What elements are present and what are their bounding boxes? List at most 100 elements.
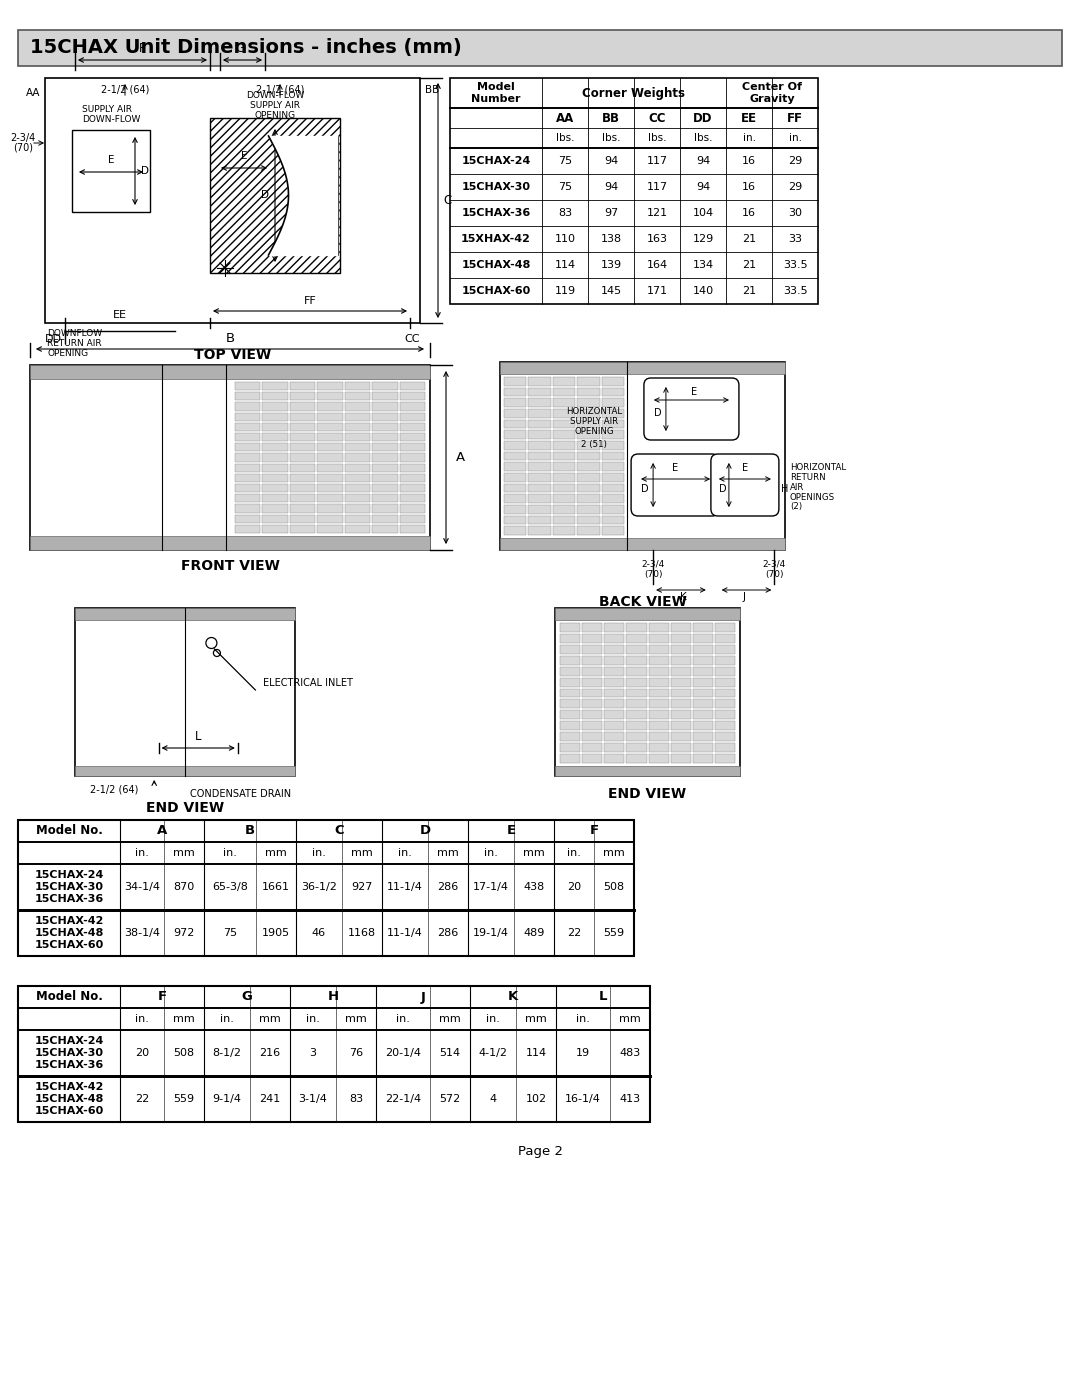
Text: 21: 21 bbox=[742, 235, 756, 244]
Text: CC: CC bbox=[648, 112, 665, 124]
Text: SUPPLY AIR: SUPPLY AIR bbox=[82, 106, 132, 115]
Bar bbox=[561, 754, 580, 763]
Text: D: D bbox=[642, 483, 649, 495]
Bar bbox=[318, 423, 342, 432]
Bar bbox=[373, 443, 397, 451]
Text: 4-1/2: 4-1/2 bbox=[478, 1048, 508, 1058]
Text: F: F bbox=[590, 824, 598, 837]
Text: mm: mm bbox=[603, 848, 625, 858]
Bar bbox=[626, 721, 647, 731]
Text: 29: 29 bbox=[788, 182, 802, 191]
Bar bbox=[318, 495, 342, 503]
Text: 75: 75 bbox=[558, 182, 572, 191]
Bar bbox=[626, 711, 647, 719]
Text: 483: 483 bbox=[619, 1048, 640, 1058]
Bar bbox=[18, 29, 1062, 66]
Text: 97: 97 bbox=[604, 208, 618, 218]
Bar bbox=[400, 474, 426, 482]
Bar bbox=[30, 536, 430, 550]
Bar bbox=[373, 504, 397, 513]
Bar bbox=[553, 462, 576, 471]
Text: DD: DD bbox=[693, 112, 713, 124]
Bar bbox=[602, 387, 624, 397]
Bar bbox=[692, 623, 713, 631]
Bar bbox=[602, 527, 624, 535]
Bar bbox=[604, 678, 624, 686]
Bar bbox=[528, 504, 551, 514]
Text: DOWN-FLOW: DOWN-FLOW bbox=[82, 116, 140, 124]
Text: 514: 514 bbox=[440, 1048, 460, 1058]
Bar bbox=[671, 623, 691, 631]
Text: 438: 438 bbox=[524, 882, 544, 893]
Bar bbox=[715, 678, 735, 686]
Text: 16: 16 bbox=[742, 182, 756, 191]
Bar bbox=[602, 430, 624, 439]
Text: mm: mm bbox=[437, 848, 459, 858]
Text: D: D bbox=[419, 824, 431, 837]
Bar bbox=[345, 464, 370, 472]
Text: in.: in. bbox=[484, 848, 498, 858]
Text: BB: BB bbox=[602, 112, 620, 124]
Text: D: D bbox=[141, 166, 149, 176]
Text: AA: AA bbox=[26, 88, 40, 98]
Bar bbox=[345, 514, 370, 522]
Bar bbox=[262, 402, 288, 411]
Bar bbox=[373, 433, 397, 441]
Bar bbox=[318, 454, 342, 461]
Bar bbox=[18, 986, 650, 1122]
Bar bbox=[715, 711, 735, 719]
Text: lbs.: lbs. bbox=[556, 133, 575, 142]
Text: 1661: 1661 bbox=[262, 882, 291, 893]
Text: 927: 927 bbox=[351, 882, 373, 893]
Bar bbox=[400, 525, 426, 534]
Text: in.: in. bbox=[788, 133, 801, 142]
Text: SUPPLY AIR: SUPPLY AIR bbox=[570, 418, 618, 426]
Text: 129: 129 bbox=[692, 235, 714, 244]
Bar bbox=[582, 678, 603, 686]
Text: D: D bbox=[654, 408, 662, 418]
Bar bbox=[602, 504, 624, 514]
Bar bbox=[345, 495, 370, 503]
FancyBboxPatch shape bbox=[711, 454, 779, 515]
Bar bbox=[578, 474, 599, 482]
Bar bbox=[235, 474, 260, 482]
Text: DOWN-FLOW: DOWN-FLOW bbox=[246, 91, 305, 101]
Text: lbs.: lbs. bbox=[602, 133, 620, 142]
Text: 20-1/4: 20-1/4 bbox=[384, 1048, 421, 1058]
Bar bbox=[561, 634, 580, 643]
Text: AIR: AIR bbox=[789, 482, 805, 492]
Bar bbox=[528, 474, 551, 482]
Text: 94: 94 bbox=[604, 156, 618, 166]
Text: 15CHAX-48: 15CHAX-48 bbox=[461, 260, 530, 270]
Text: Corner Weights: Corner Weights bbox=[582, 87, 686, 99]
Bar bbox=[235, 525, 260, 534]
Text: 110: 110 bbox=[554, 235, 576, 244]
Bar bbox=[553, 398, 576, 407]
Bar bbox=[528, 377, 551, 386]
Bar bbox=[604, 721, 624, 731]
Bar bbox=[715, 655, 735, 665]
Text: 83: 83 bbox=[558, 208, 572, 218]
Text: 16: 16 bbox=[742, 208, 756, 218]
Text: Model No.: Model No. bbox=[36, 990, 103, 1003]
Bar bbox=[715, 689, 735, 697]
Text: 38-1/4: 38-1/4 bbox=[124, 928, 160, 937]
Bar bbox=[318, 381, 342, 390]
Bar bbox=[289, 483, 315, 492]
Bar bbox=[504, 451, 526, 461]
Text: 21: 21 bbox=[742, 260, 756, 270]
Text: 102: 102 bbox=[526, 1094, 546, 1104]
Bar bbox=[555, 608, 740, 620]
Bar bbox=[504, 527, 526, 535]
Text: 15CHAX-42
15CHAX-48
15CHAX-60: 15CHAX-42 15CHAX-48 15CHAX-60 bbox=[35, 916, 104, 950]
Bar bbox=[318, 483, 342, 492]
Text: J: J bbox=[743, 592, 745, 602]
Text: ELECTRICAL INLET: ELECTRICAL INLET bbox=[264, 678, 353, 687]
Bar bbox=[602, 515, 624, 524]
Bar bbox=[692, 700, 713, 708]
Text: 121: 121 bbox=[647, 208, 667, 218]
Bar bbox=[45, 78, 420, 323]
Bar bbox=[553, 527, 576, 535]
Text: 15CHAX-24
15CHAX-30
15CHAX-36: 15CHAX-24 15CHAX-30 15CHAX-36 bbox=[35, 1037, 104, 1070]
Bar bbox=[715, 700, 735, 708]
